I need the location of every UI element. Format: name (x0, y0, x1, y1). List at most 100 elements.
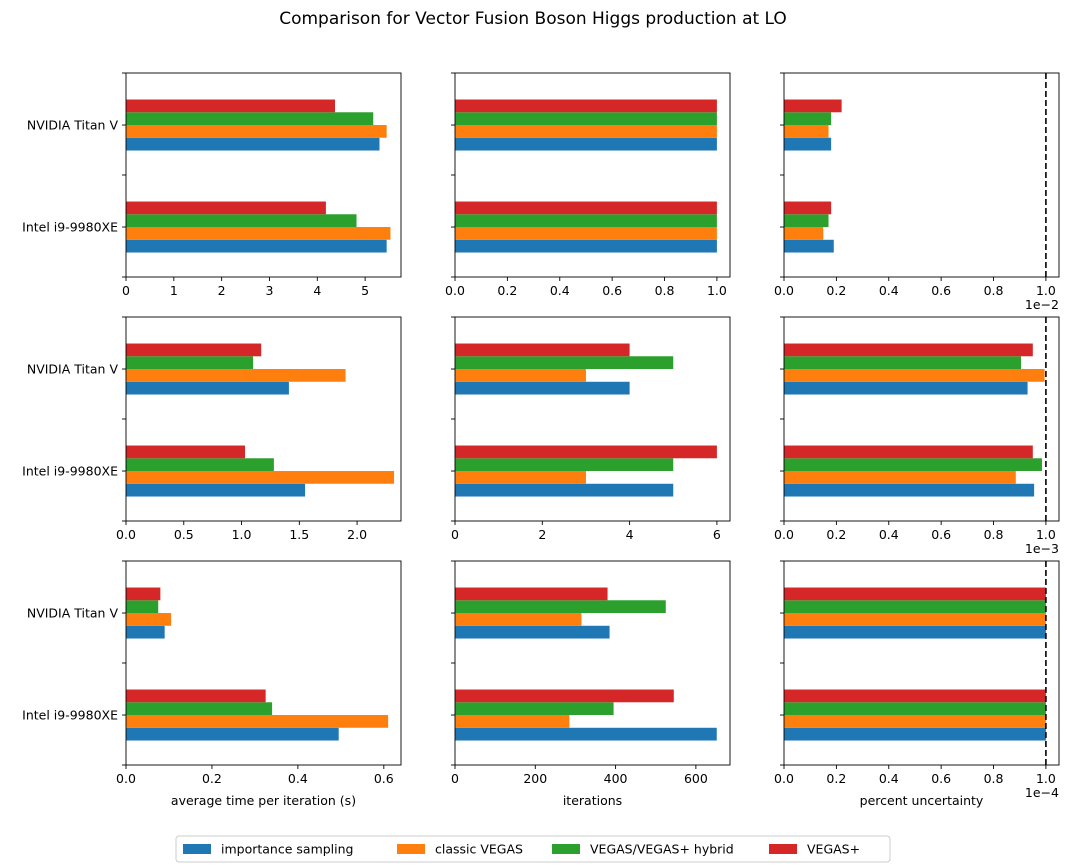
x-tick-label: 0.2 (497, 283, 517, 298)
x-tick-label: 0.6 (931, 527, 951, 542)
bar-vegas--nvidia-titan-v (126, 587, 161, 601)
bar-importance-sampling-intel-i9-9980xe (784, 483, 1035, 497)
panel-r2-c1: 0 200 400 600 iterations (451, 560, 731, 808)
x-tick-label: 0.4 (879, 283, 899, 298)
bar-importance-sampling-intel-i9-9980xe (784, 239, 834, 253)
panel-r1-c2: 0.0 0.2 0.4 0.6 0.8 1.01e−3 (774, 316, 1060, 556)
bar-vegas-vegas-hybrid-nvidia-titan-v (455, 600, 666, 614)
bar-importance-sampling-nvidia-titan-v (784, 137, 832, 151)
y-tick-label: Intel i9-9980XE (22, 220, 118, 235)
legend-label: VEGAS+ (807, 842, 860, 857)
bar-importance-sampling-intel-i9-9980xe (455, 483, 674, 497)
bar-classic-vegas-intel-i9-9980xe (126, 227, 391, 240)
bar-importance-sampling-nvidia-titan-v (126, 137, 380, 151)
x-tick-label: 0.4 (879, 527, 899, 542)
x-tick-label: 0.5 (174, 527, 194, 542)
x-axis-label: average time per iteration (s) (171, 793, 356, 808)
bar-vegas--nvidia-titan-v (455, 99, 717, 113)
bar-classic-vegas-nvidia-titan-v (455, 125, 717, 138)
bar-vegas-vegas-hybrid-nvidia-titan-v (126, 600, 159, 614)
x-tick-label: 1.5 (289, 527, 309, 542)
bar-classic-vegas-nvidia-titan-v (784, 125, 829, 138)
legend-frame (175, 835, 891, 863)
bar-classic-vegas-nvidia-titan-v (784, 613, 1046, 626)
bar-classic-vegas-intel-i9-9980xe (784, 227, 824, 240)
bar-vegas-vegas-hybrid-nvidia-titan-v (126, 356, 254, 370)
x-tick-label: 0.0 (445, 283, 465, 298)
x-tick-label: 200 (523, 771, 547, 786)
x-tick-label: 0.2 (826, 527, 846, 542)
x-tick-label: 0.8 (984, 771, 1004, 786)
panel-grid: 0 1 2 3 4 5 Intel i9-9980XE NVIDIA Titan V 0.0 0.… (22, 72, 1060, 808)
bar-vegas--intel-i9-9980xe (126, 201, 326, 215)
y-tick-label: NVIDIA Titan V (27, 362, 119, 377)
bar-vegas-vegas-hybrid-intel-i9-9980xe (455, 214, 717, 228)
x-tick-label: 400 (604, 771, 628, 786)
bar-importance-sampling-intel-i9-9980xe (126, 483, 306, 497)
x-tick-label: 5 (361, 283, 369, 298)
x-tick-label: 2 (538, 527, 546, 542)
panel-r0-c1: 0.0 0.2 0.4 0.6 0.8 1.0 (445, 72, 731, 298)
x-tick-label: 3 (266, 283, 274, 298)
bar-classic-vegas-intel-i9-9980xe (455, 227, 717, 240)
x-tick-label: 1.0 (1036, 771, 1056, 786)
bar-importance-sampling-nvidia-titan-v (455, 381, 630, 395)
x-axis-label: iterations (563, 793, 622, 808)
x-tick-label: 0.2 (826, 283, 846, 298)
bar-classic-vegas-nvidia-titan-v (126, 369, 346, 382)
x-tick-label: 0.8 (655, 283, 675, 298)
x-tick-label: 1.0 (1036, 283, 1056, 298)
x-tick-label: 1.0 (707, 283, 727, 298)
legend-label: importance sampling (221, 842, 353, 857)
panel-r1-c0: 0.0 0.5 1.0 1.5 2.0 Intel i9-9980XE NVIDIA Tit… (22, 316, 402, 542)
bar-importance-sampling-intel-i9-9980xe (126, 727, 339, 741)
x-tick-label: 4 (313, 283, 321, 298)
x-tick-label: 0.6 (602, 283, 622, 298)
x-tick-label: 0 (122, 283, 130, 298)
bar-classic-vegas-nvidia-titan-v (126, 613, 172, 626)
x-tick-label: 0.4 (288, 771, 308, 786)
y-tick-label: Intel i9-9980XE (22, 464, 118, 479)
bar-vegas--intel-i9-9980xe (784, 201, 832, 215)
panel-r2-c0: 0.0 0.2 0.4 0.6 Intel i9-9980XE NVIDIA Titan … (22, 560, 402, 808)
panel-r0-c0: 0 1 2 3 4 5 Intel i9-9980XE NVIDIA Titan V (22, 72, 402, 298)
x-tick-label: 0 (451, 771, 459, 786)
bar-vegas--intel-i9-9980xe (784, 689, 1046, 703)
x-tick-label: 0.8 (984, 283, 1004, 298)
x-tick-label: 2.0 (347, 527, 367, 542)
x-tick-label: 0.0 (774, 527, 794, 542)
bar-vegas-vegas-hybrid-intel-i9-9980xe (126, 458, 274, 472)
bar-importance-sampling-intel-i9-9980xe (784, 727, 1046, 741)
axis-offset-text: 1e−4 (1025, 785, 1059, 800)
legend: importance sampling classic VEGAS VEGAS/VE… (175, 835, 891, 863)
x-tick-label: 0.0 (116, 771, 136, 786)
x-tick-label: 0 (451, 527, 459, 542)
bar-vegas-vegas-hybrid-intel-i9-9980xe (126, 702, 273, 716)
bar-vegas--nvidia-titan-v (126, 99, 335, 113)
bar-vegas-vegas-hybrid-nvidia-titan-v (126, 112, 374, 126)
bar-vegas-vegas-hybrid-intel-i9-9980xe (784, 214, 829, 228)
bar-classic-vegas-nvidia-titan-v (126, 125, 387, 138)
bar-vegas--intel-i9-9980xe (126, 689, 266, 703)
y-tick-label: NVIDIA Titan V (27, 606, 119, 621)
bar-classic-vegas-nvidia-titan-v (455, 369, 586, 382)
x-tick-label: 0.2 (826, 771, 846, 786)
x-tick-label: 0.8 (984, 527, 1004, 542)
x-tick-label: 0.6 (374, 771, 394, 786)
x-axis-label: percent uncertainty (860, 793, 984, 808)
x-tick-label: 4 (626, 527, 634, 542)
x-tick-label: 2 (218, 283, 226, 298)
bar-classic-vegas-intel-i9-9980xe (455, 715, 570, 728)
bar-importance-sampling-nvidia-titan-v (455, 137, 717, 151)
bar-importance-sampling-nvidia-titan-v (784, 381, 1028, 395)
bar-classic-vegas-intel-i9-9980xe (455, 471, 586, 484)
bar-vegas--nvidia-titan-v (784, 99, 842, 113)
x-tick-label: 1 (170, 283, 178, 298)
bar-vegas-vegas-hybrid-intel-i9-9980xe (455, 458, 674, 472)
bar-vegas-vegas-hybrid-intel-i9-9980xe (455, 702, 614, 716)
bar-vegas-vegas-hybrid-nvidia-titan-v (455, 112, 717, 126)
bar-vegas--nvidia-titan-v (784, 587, 1046, 601)
bar-classic-vegas-intel-i9-9980xe (784, 715, 1046, 728)
bar-vegas--intel-i9-9980xe (455, 445, 717, 459)
